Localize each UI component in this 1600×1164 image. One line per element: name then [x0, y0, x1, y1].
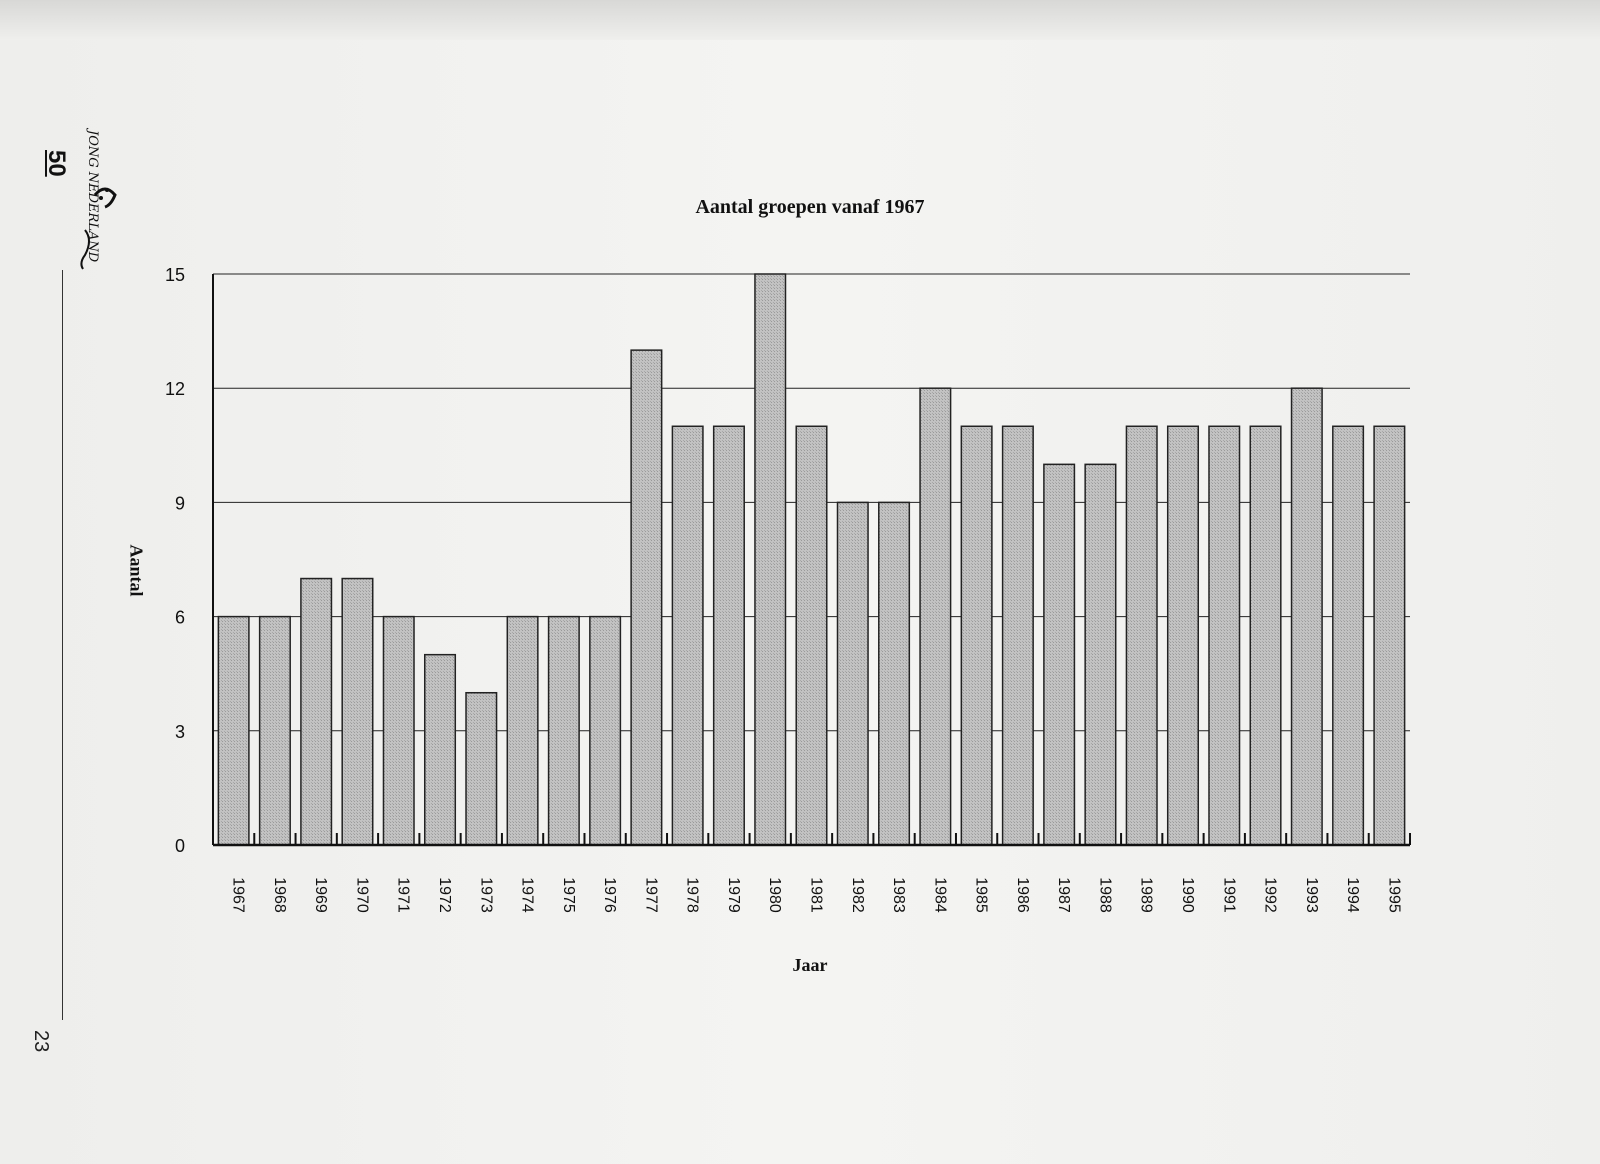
x-tick-label: 1975 — [560, 877, 577, 913]
bar-1973 — [465, 691, 498, 846]
bar-1970 — [341, 577, 374, 846]
bar-1984 — [919, 387, 952, 846]
x-tick-label: 1970 — [353, 877, 370, 913]
bar-1990 — [1166, 425, 1200, 846]
bar-1976 — [589, 615, 622, 846]
bar-1971 — [382, 615, 415, 846]
y-tick-label: 12 — [165, 379, 185, 399]
x-tick-label: 1980 — [766, 877, 783, 913]
bar-1982 — [836, 501, 869, 846]
x-tick-label: 1976 — [601, 877, 618, 913]
bar-1991 — [1208, 425, 1241, 846]
x-tick-label: 1993 — [1303, 877, 1320, 913]
y-tick-label: 15 — [165, 265, 185, 285]
bar-1974 — [506, 615, 539, 846]
bar-1981 — [795, 425, 828, 846]
x-tick-label: 1981 — [808, 877, 825, 913]
bar-1968 — [258, 615, 291, 846]
page-fold-shadow — [0, 0, 1600, 40]
jong-nederland-logo — [55, 140, 135, 270]
bar-1988 — [1084, 463, 1117, 846]
bar-1992 — [1249, 425, 1282, 846]
x-tick-label: 1971 — [395, 877, 412, 913]
bar-1978 — [671, 425, 704, 846]
x-tick-label: 1968 — [271, 877, 288, 913]
bar-1983 — [878, 501, 911, 846]
bar-1994 — [1332, 425, 1365, 846]
x-tick-label: 1983 — [890, 877, 907, 913]
x-tick-label: 1984 — [931, 877, 948, 913]
bar-1986 — [1001, 425, 1034, 846]
bar-1993 — [1290, 387, 1323, 846]
x-tick-label: 1992 — [1262, 877, 1279, 913]
x-tick-label: 1978 — [684, 877, 701, 913]
x-tick-label: 1990 — [1179, 877, 1196, 913]
x-tick-label: 1994 — [1344, 877, 1361, 913]
bar-1989 — [1125, 425, 1158, 846]
x-tick-label: 1973 — [477, 877, 494, 913]
x-tick-label: 1982 — [849, 877, 866, 913]
x-tick-label: 1985 — [973, 877, 990, 913]
y-tick-label: 6 — [175, 608, 185, 628]
logo-emblem-icon — [80, 187, 117, 270]
x-tick-label: 1972 — [436, 877, 453, 913]
x-tick-label: 1977 — [642, 877, 659, 913]
x-tick-label: 1987 — [1055, 877, 1072, 913]
y-tick-label: 3 — [175, 722, 185, 742]
bar-1995 — [1373, 425, 1406, 846]
bar-1977 — [630, 349, 663, 846]
bar-1980 — [754, 273, 787, 846]
x-tick-label: 1986 — [1014, 877, 1031, 913]
x-tick-label: 1989 — [1138, 877, 1155, 913]
bar-1972 — [423, 653, 457, 846]
x-tick-label: 1995 — [1385, 877, 1402, 913]
bar-1987 — [1043, 463, 1076, 846]
x-tick-label: 1969 — [312, 877, 329, 913]
y-tick-label: 9 — [175, 493, 185, 513]
x-tick-label: 1967 — [230, 877, 247, 913]
x-tick-label: 1988 — [1096, 877, 1113, 913]
y-tick-label: 0 — [175, 836, 185, 856]
x-tick-label: 1979 — [725, 877, 742, 913]
x-tick-label: 1974 — [519, 877, 536, 913]
bar-1985 — [960, 425, 993, 846]
x-tick-label: 1991 — [1220, 877, 1237, 913]
bar-1975 — [547, 615, 580, 846]
bar-1967 — [217, 615, 250, 846]
bar-1969 — [300, 577, 333, 846]
margin-rule — [62, 270, 63, 1020]
chart-title: Aantal groepen vanaf 1967 — [695, 196, 925, 218]
bar-1979 — [712, 425, 745, 846]
x-axis-label: Jaar — [792, 955, 828, 975]
